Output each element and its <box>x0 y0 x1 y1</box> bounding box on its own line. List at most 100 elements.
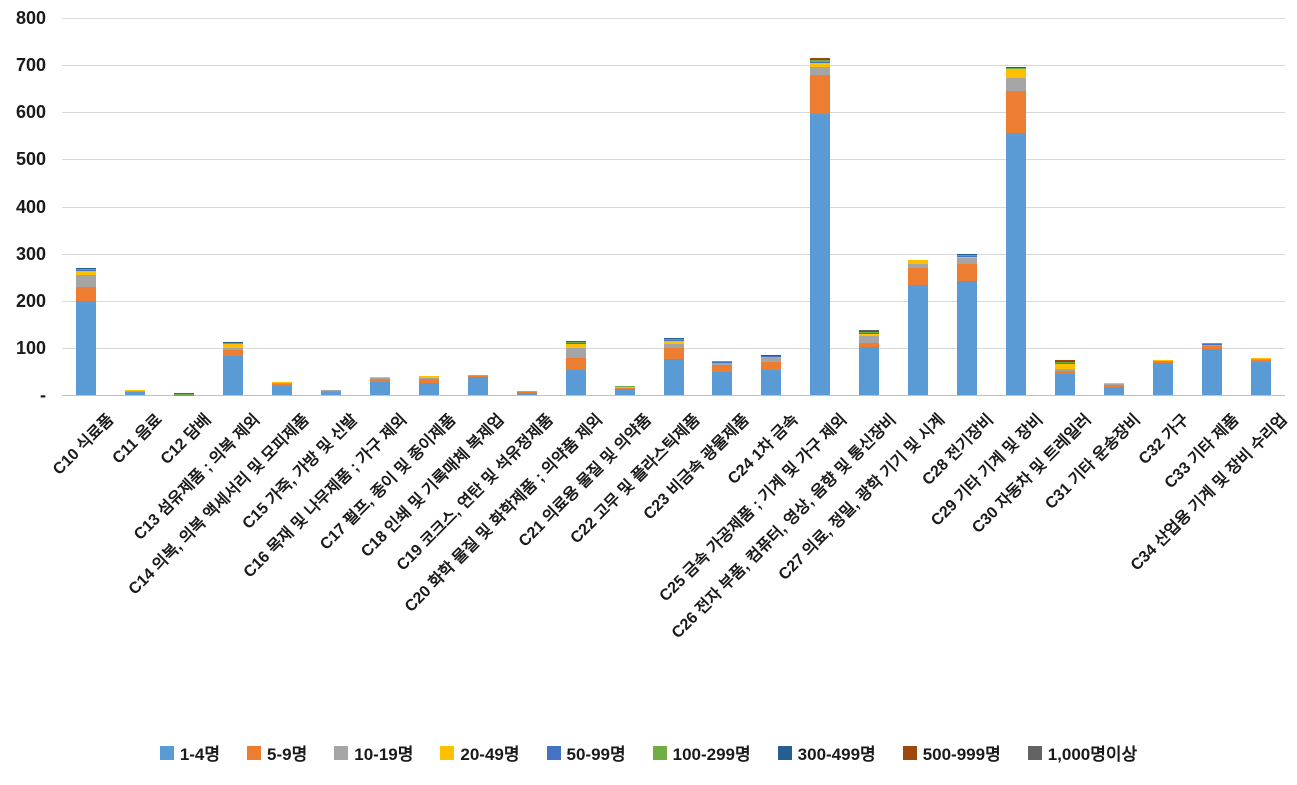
bar-segment <box>859 331 880 334</box>
bar-segment <box>908 259 929 264</box>
bar-segment <box>810 74 831 114</box>
legend-label: 1-4명 <box>179 745 221 764</box>
bar-segment <box>663 359 684 395</box>
bar-segment <box>76 270 97 272</box>
bar-segment <box>859 336 880 343</box>
bar-segment <box>1054 364 1075 369</box>
bar-segment <box>712 362 733 363</box>
bar-segment <box>1103 382 1124 384</box>
bar-segment <box>174 393 195 395</box>
legend-item: 100-299명 <box>652 740 751 765</box>
bar-segment <box>1054 371 1075 374</box>
legend-swatch <box>652 745 667 760</box>
bar-segment <box>565 341 586 343</box>
gridline <box>62 159 1285 161</box>
legend-item: 50-99명 <box>546 740 626 765</box>
bar-segment <box>565 342 586 344</box>
bar-segment <box>1005 91 1026 133</box>
bar-segment <box>712 372 733 395</box>
bar-segment <box>859 330 880 332</box>
bar-segment <box>957 254 978 256</box>
bar-segment <box>957 263 978 281</box>
bar-segment <box>272 384 293 386</box>
bar-segment <box>908 263 929 269</box>
bar-segment <box>1054 362 1075 364</box>
bar-segment <box>76 274 97 287</box>
bar-segment <box>1250 361 1271 395</box>
bar-segment <box>859 342 880 348</box>
bar-segment <box>565 343 586 349</box>
bar-segment <box>1103 387 1124 395</box>
legend-label: 5-9명 <box>267 745 308 764</box>
bar-segment <box>614 388 635 390</box>
y-axis-tick-label: 200 <box>15 290 46 311</box>
bar-segment <box>810 58 831 60</box>
bar-segment <box>1054 373 1075 395</box>
legend-item: 500-999명 <box>902 740 1001 765</box>
bar-segment <box>810 59 831 61</box>
bar-segment <box>663 339 684 341</box>
bar-segment <box>125 391 146 395</box>
legend-label: 50-99명 <box>566 745 626 764</box>
bar-segment <box>1054 359 1075 362</box>
bar-segment <box>1201 349 1222 395</box>
bar-segment <box>957 255 978 259</box>
bar-segment <box>467 377 488 395</box>
bar-segment <box>1005 68 1026 70</box>
bar-segment <box>272 385 293 395</box>
bar-segment <box>272 383 293 385</box>
bar-segment <box>76 286 97 301</box>
x-axis-line <box>62 395 1285 396</box>
bar-segment <box>418 377 439 379</box>
y-axis-tick-label: 600 <box>15 102 46 123</box>
legend-label: 100-299명 <box>672 745 751 764</box>
bar-segment <box>1152 360 1173 363</box>
bar-segment <box>1152 359 1173 361</box>
bar-segment <box>418 378 439 383</box>
bar-segment <box>908 285 929 395</box>
bar-segment <box>810 63 831 67</box>
bar-segment <box>76 300 97 395</box>
bar-segment <box>810 113 831 395</box>
bar-segment <box>663 348 684 360</box>
bar-segment <box>957 258 978 264</box>
bar-segment <box>859 333 880 335</box>
bar-segment <box>321 391 342 395</box>
bar-segment <box>565 340 586 342</box>
legend-swatch <box>334 745 349 760</box>
bar-segment <box>957 280 978 395</box>
bar-segment <box>1103 384 1124 388</box>
bar-segment <box>418 375 439 378</box>
bar-segment <box>1005 69 1026 78</box>
gridline <box>62 65 1285 67</box>
bar-segment <box>859 334 880 337</box>
bar-segment <box>761 361 782 370</box>
bar-segment <box>859 347 880 395</box>
legend-swatch <box>902 745 917 760</box>
legend-item: 20-49명 <box>440 740 520 765</box>
bar-segment <box>1054 361 1075 362</box>
bar-segment <box>1250 360 1271 362</box>
bar-segment <box>908 268 929 286</box>
gridline <box>62 300 1285 302</box>
gridline <box>62 206 1285 208</box>
gridline <box>62 253 1285 255</box>
bar-segment <box>223 356 244 395</box>
bar-segment <box>565 370 586 395</box>
y-axis-tick-label: 700 <box>15 55 46 76</box>
bar-segment <box>810 60 831 62</box>
legend-item: 10-19명 <box>334 740 413 765</box>
bar-segment <box>1054 368 1075 372</box>
bar-segment <box>467 375 488 378</box>
legend-swatch <box>440 745 455 760</box>
legend-item: 1-4명 <box>159 740 221 765</box>
y-axis-tick-label: 400 <box>15 196 46 217</box>
legend-swatch <box>777 745 792 760</box>
bar-segment <box>1250 358 1271 360</box>
bar-segment <box>1152 362 1173 395</box>
y-axis-tick-label: 800 <box>15 8 46 28</box>
bar-segment <box>223 342 244 345</box>
gridline <box>62 18 1285 19</box>
legend-label: 500-999명 <box>922 745 1001 764</box>
